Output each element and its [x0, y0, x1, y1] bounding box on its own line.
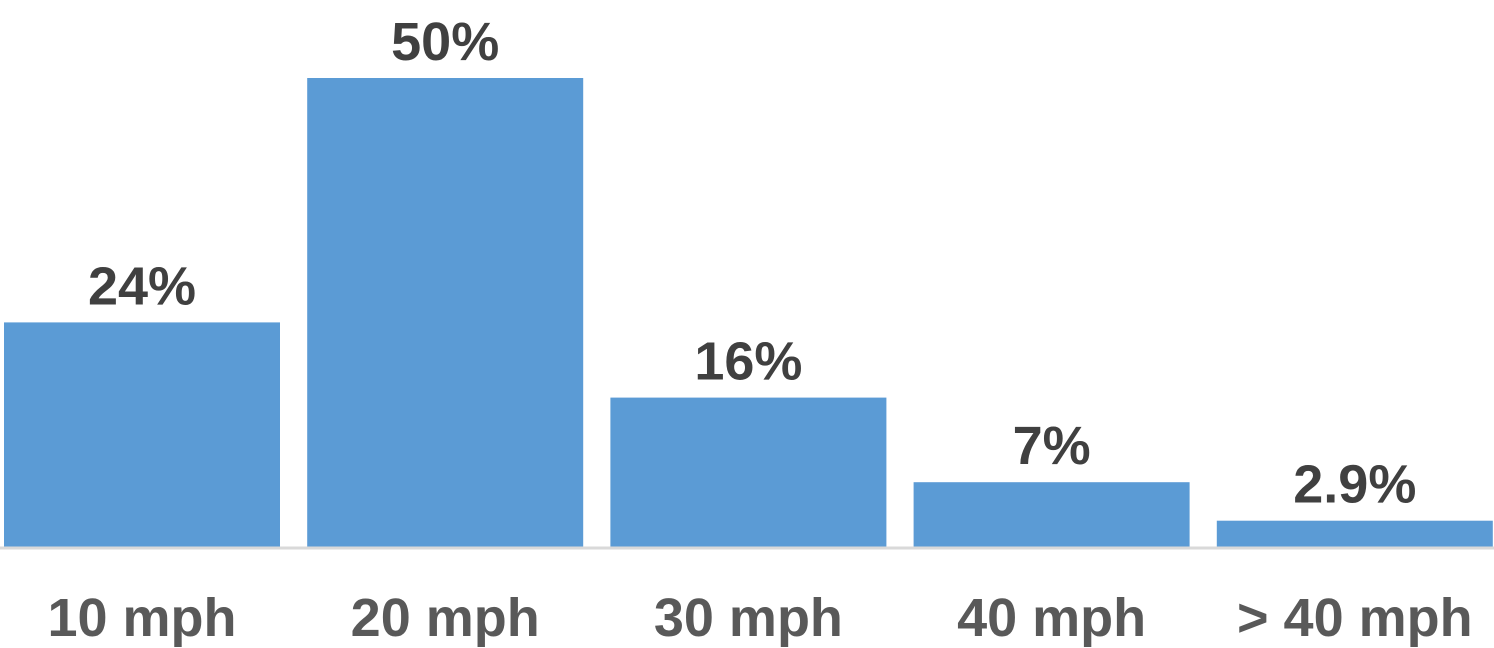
- x-tick-label-1: 10 mph: [47, 588, 236, 648]
- tick-labels-group: 10 mph 20 mph 30 mph 40 mph > 40 mph: [47, 588, 1472, 648]
- x-tick-label-3: 30 mph: [654, 588, 843, 648]
- bar-5: [1216, 520, 1493, 548]
- x-tick-label-5: > 40 mph: [1237, 588, 1473, 648]
- bar-1: [4, 322, 280, 548]
- data-labels-group: 24% 50% 16% 7% 2.9%: [88, 12, 1416, 515]
- bar-2: [307, 78, 584, 548]
- data-label-1: 24%: [88, 256, 196, 316]
- bar-3: [610, 397, 887, 548]
- bars-group: [4, 78, 1493, 548]
- data-label-2: 50%: [391, 12, 499, 72]
- bar-4: [913, 482, 1190, 548]
- data-label-3: 16%: [694, 332, 802, 392]
- data-label-4: 7%: [1013, 416, 1091, 476]
- x-tick-label-2: 20 mph: [351, 588, 540, 648]
- x-tick-label-4: 40 mph: [957, 588, 1146, 648]
- data-label-5: 2.9%: [1293, 455, 1416, 515]
